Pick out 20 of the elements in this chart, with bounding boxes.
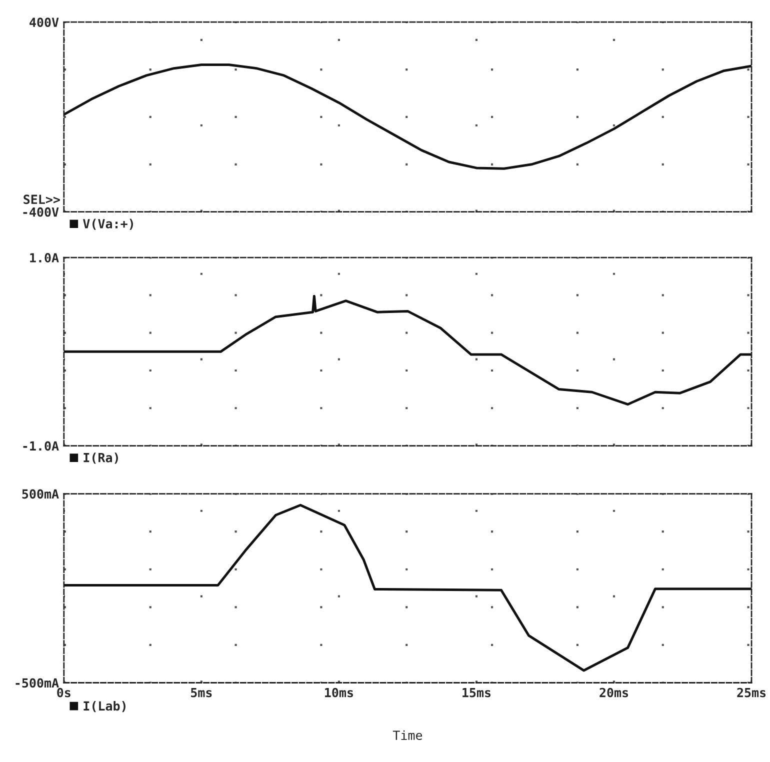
x-tick-label: 0s <box>57 688 70 698</box>
x-tick-label: 20ms <box>600 688 628 698</box>
line-series <box>64 504 752 672</box>
y-tick-label: 400V <box>30 18 59 28</box>
line-series <box>64 294 752 406</box>
y-tick-label: -1.0A <box>23 441 59 451</box>
line-series <box>64 64 752 170</box>
text: SEL>> <box>24 194 60 204</box>
y-tick-label: 500mA <box>22 489 59 499</box>
y-tick-label: -500mA <box>16 678 59 688</box>
legend-label: V(Va:+) <box>83 218 133 230</box>
y-tick-label: 1.0A <box>30 253 59 262</box>
x-tick-label: 10ms <box>325 688 353 698</box>
x-tick-label: 25ms <box>737 688 766 698</box>
legend-label: I(Lab) <box>84 700 126 712</box>
x-tick-label: 5ms <box>191 688 212 698</box>
y-tick-label: -400V <box>23 207 59 217</box>
legend-label: I(Ra) <box>84 452 118 464</box>
x-tick-label: 15ms <box>462 688 491 698</box>
x-axis-title: Time <box>392 730 422 740</box>
